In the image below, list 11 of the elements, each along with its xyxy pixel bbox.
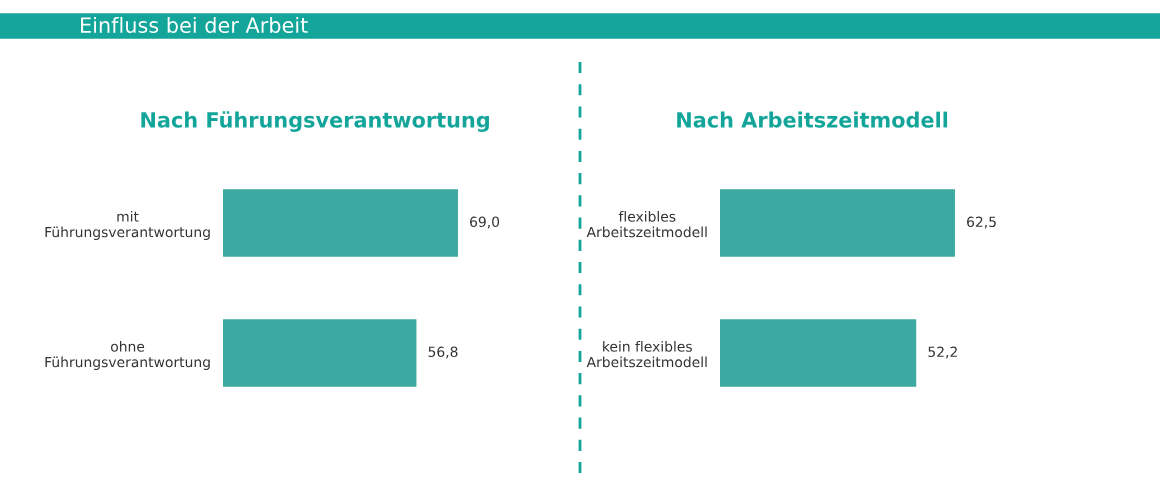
y-tick-label: flexibles Arbeitszeitmodell [586, 211, 707, 238]
data-label: 56,8 [428, 346, 458, 359]
text: Einfluss bei der Arbeit [81, 16, 308, 34]
data-label: 52,2 [928, 346, 957, 359]
chart-title: Nach Arbeitszeitmodell [677, 111, 948, 128]
y-tick-label: kein flexibles Arbeitszeitmodell [586, 341, 707, 368]
data-label: 69,0 [470, 216, 500, 229]
y-tick-label: mit Führungsverantwortung [45, 211, 210, 240]
chart-title: Nach Führungsverantwortung [141, 111, 489, 132]
data-label: 62,5 [967, 216, 996, 229]
y-tick-label: ohne Führungsverantwortung [45, 341, 210, 370]
